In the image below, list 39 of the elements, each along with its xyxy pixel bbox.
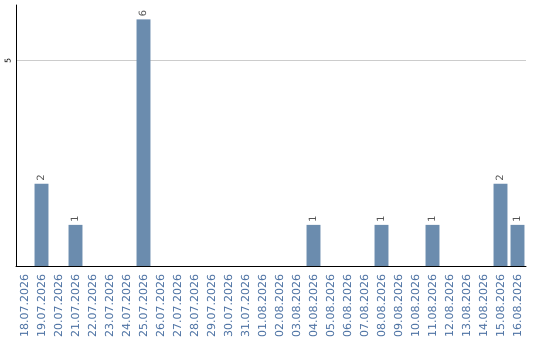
x-tick-label: 26.07.2026	[154, 274, 167, 338]
x-tick-label: 05.08.2026	[324, 274, 337, 338]
x-tick-label: 09.08.2026	[392, 274, 405, 338]
x-tick-label: 13.08.2026	[460, 274, 473, 338]
x-tick-label: 14.08.2026	[477, 274, 490, 338]
data-label: 2	[495, 174, 506, 181]
x-tick-label: 21.07.2026	[69, 274, 82, 338]
x-tick-label: 02.08.2026	[273, 274, 286, 338]
x-tick-label: 12.08.2026	[443, 274, 456, 338]
data-label: 6	[138, 10, 149, 16]
x-tick-label: 22.07.2026	[86, 274, 99, 338]
x-tick-label: 06.08.2026	[341, 274, 354, 338]
x-tick-label: 08.08.2026	[375, 274, 388, 338]
x-tick-label: 27.07.2026	[171, 274, 184, 338]
x-tick-label: 03.08.2026	[290, 274, 303, 338]
x-tick-label: 16.08.2026	[511, 274, 524, 338]
x-tick-label: 10.08.2026	[409, 274, 422, 338]
data-label: 1	[308, 216, 319, 222]
data-label: 1	[512, 216, 523, 222]
data-label: 1	[376, 216, 387, 222]
x-tick-label: 07.08.2026	[358, 274, 371, 338]
data-label: 1	[70, 216, 81, 222]
x-tick-label: 20.07.2026	[52, 274, 65, 338]
x-tick-label: 04.08.2026	[307, 274, 320, 338]
data-label: 2	[36, 174, 47, 181]
x-tick-label: 19.07.2026	[35, 274, 48, 338]
x-tick-label: 25.07.2026	[137, 274, 150, 338]
data-label: 1	[427, 216, 438, 222]
x-tick-label: 28.07.2026	[188, 274, 201, 338]
x-tick-label: 01.08.2026	[256, 274, 269, 338]
x-tick-label: 30.07.2026	[222, 274, 235, 338]
x-tick-label: 18.07.2026	[18, 274, 31, 338]
x-tick-label: 29.07.2026	[205, 274, 218, 338]
x-tick-label: 23.07.2026	[103, 274, 116, 338]
x-tick-label: 31.07.2026	[239, 274, 252, 338]
y-tick-label: 5	[4, 58, 12, 64]
x-tick-label: 24.07.2026	[120, 274, 133, 338]
x-tick-label: 11.08.2026	[426, 274, 439, 338]
x-tick-label: 15.08.2026	[494, 274, 507, 338]
